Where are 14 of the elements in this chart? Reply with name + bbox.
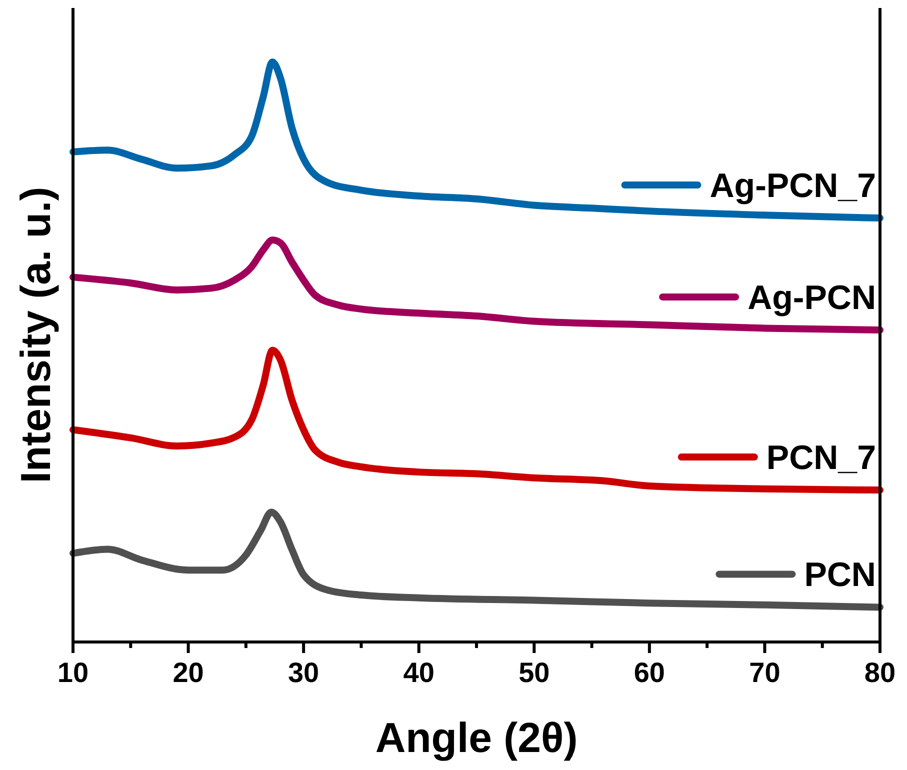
x-tick-label: 80 (864, 657, 896, 688)
legend-label: PCN (804, 556, 876, 594)
legend-label: Ag-PCN (748, 278, 876, 317)
x-tick-label: 50 (518, 657, 550, 688)
x-tick-label: 10 (57, 657, 89, 688)
x-tick-label: 70 (749, 657, 780, 688)
x-tick-label: 30 (288, 657, 320, 688)
y-axis-title: Intensity (a. u.) (12, 186, 59, 484)
x-tick-label: 20 (172, 657, 204, 688)
legend-label: PCN_7 (766, 439, 876, 478)
x-tick-label: 60 (634, 657, 666, 688)
x-axis-title: Angle (2θ) (375, 714, 578, 761)
legend-label: Ag-PCN_7 (710, 167, 876, 206)
x-tick-label: 40 (403, 657, 434, 688)
